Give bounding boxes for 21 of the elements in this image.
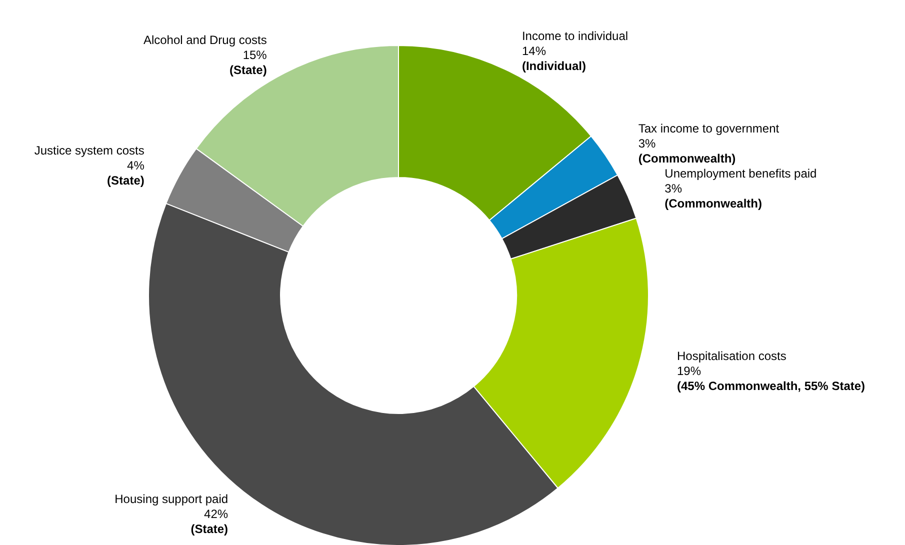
text: (Individual)	[522, 59, 586, 74]
text: (45% Commonwealth, 55% State)	[676, 378, 866, 393]
slice-label: Alcohol and Drug costs	[143, 32, 267, 47]
text: (Commonwealth)	[638, 152, 736, 166]
data-label: 14%	[522, 44, 546, 58]
data-label: 3%	[664, 181, 682, 196]
slice-label: Justice system costs	[34, 143, 144, 158]
slice-label: Tax income to government	[638, 122, 780, 136]
slice-label: Hospitalisation costs	[676, 348, 786, 363]
text: (State)	[190, 522, 228, 536]
text: (State)	[230, 62, 267, 77]
text: (Commonwealth)	[664, 196, 762, 210]
slice-label: Housing support paid	[114, 492, 228, 506]
data-label: 4%	[127, 158, 145, 172]
slice-label: Unemployment benefits paid	[664, 166, 817, 180]
data-label: 42%	[204, 506, 228, 521]
data-label: 15%	[242, 48, 268, 62]
data-label: 3%	[638, 136, 656, 151]
text: (State)	[107, 173, 144, 188]
slice-label: Income to individual	[522, 29, 628, 44]
data-label: 19%	[676, 364, 702, 378]
